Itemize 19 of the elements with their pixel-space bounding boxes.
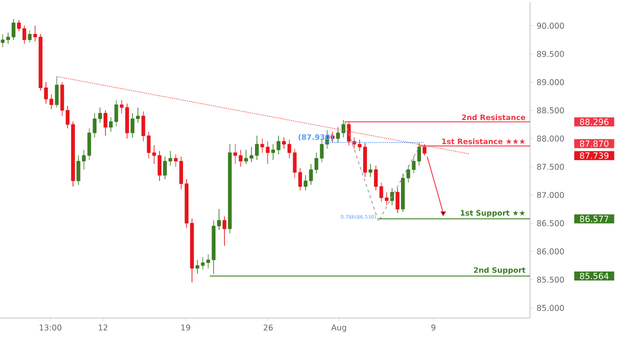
candlestick [390,188,394,206]
y2-tick-label: 85.564 [580,272,609,280]
candlestick [222,216,226,246]
y2-tick-label: 87.739 [580,152,608,159]
candlestick [266,141,270,164]
candlestick [368,164,372,178]
candlestick [104,110,108,136]
candlestick [422,144,426,156]
candlestick [396,188,400,214]
candlestick [292,148,297,178]
y2-tick-label: 87.870 [580,140,608,147]
candlestick [228,144,232,234]
y2-tick-label: 86.577 [580,216,608,222]
candlestick [384,192,389,206]
y2-tick-label: 88.296 [580,118,608,126]
candlestick [260,138,264,153]
candlestick [298,168,302,191]
candlestick [54,76,59,108]
candlestick [28,30,32,43]
